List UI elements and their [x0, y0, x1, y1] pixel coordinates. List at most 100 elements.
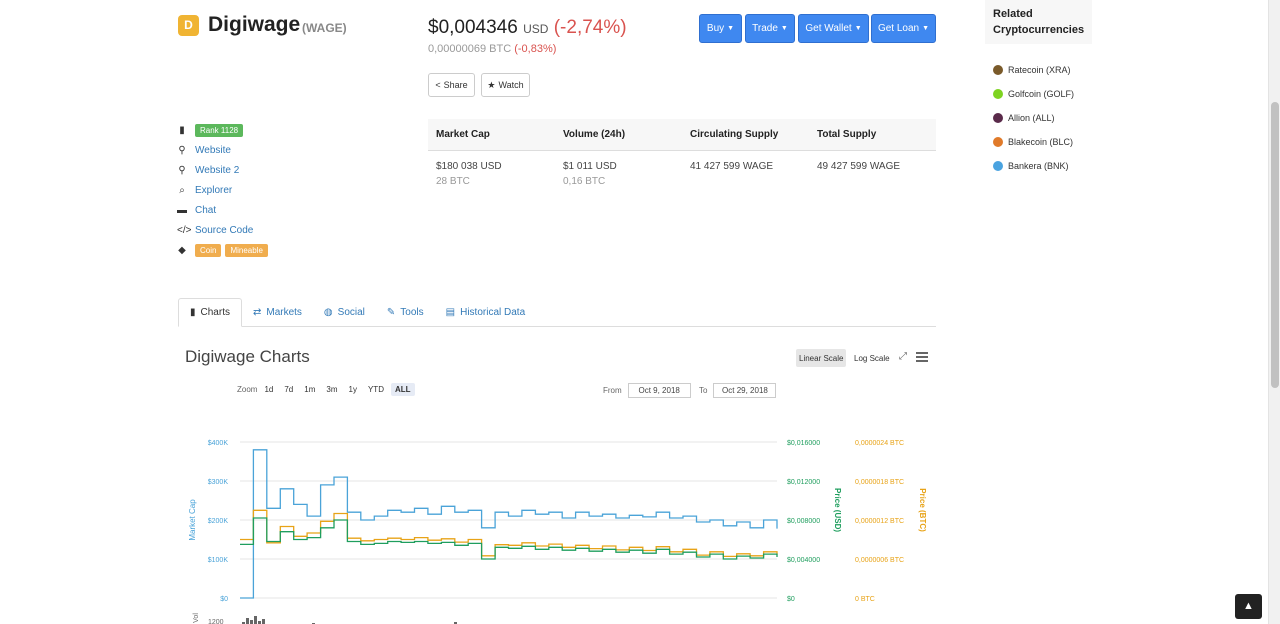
related-item[interactable]: Golfcoin (GOLF) — [993, 82, 1074, 106]
price-usd-value: $0,004346 — [428, 17, 518, 38]
price-usd: $0,004346 USD (-2,74%) — [428, 17, 627, 39]
tag-icon: ◆ — [178, 244, 186, 256]
chart-title: Digiwage Charts — [185, 347, 310, 366]
zoom-option[interactable]: 1y — [348, 385, 357, 394]
volume-bar — [246, 618, 249, 624]
related-item-label: Golfcoin (GOLF) — [1008, 89, 1075, 99]
total-supply: 49 427 599 WAGE — [817, 161, 901, 172]
share-button[interactable]: < Share — [428, 73, 475, 97]
y-left-tick: $100K — [208, 557, 229, 564]
code-icon: </> — [177, 224, 192, 236]
linear-scale-button[interactable]: Linear Scale — [796, 349, 847, 367]
zoom-option[interactable]: 1d — [264, 385, 274, 394]
website2-link[interactable]: Website 2 — [195, 164, 240, 176]
price-chart[interactable]: $0 $0 0 BTC $100K $0,004000 0,0000006 BTC $200… — [180, 430, 940, 624]
tags-row: ◆ Coin Mineable — [177, 240, 272, 260]
table-icon: ▤ — [445, 307, 456, 318]
link-icon: ⚲ — [178, 164, 186, 176]
chevron-down-icon: ▼ — [727, 25, 735, 32]
y-right1-tick: $0,016000 — [787, 440, 820, 447]
zoom-option[interactable]: 1m — [304, 385, 316, 394]
range-from: From — [603, 383, 691, 398]
back-to-top-button[interactable]: ▲ — [1235, 594, 1262, 619]
globe-icon: ◍ — [323, 307, 333, 318]
menu-icon[interactable] — [916, 352, 928, 362]
link-icon: ⚲ — [178, 144, 186, 156]
market-cap-btc: 28 BTC — [436, 176, 470, 187]
price-currency: USD — [523, 22, 549, 36]
header-circulating: Circulating Supply — [690, 129, 779, 140]
tab-tools[interactable]: ✎ Tools — [376, 298, 435, 327]
zoom-option[interactable]: 3m — [326, 385, 338, 394]
y-right2-tick: 0,0000024 BTC — [855, 440, 904, 447]
tab-historical-data[interactable]: ▤ Historical Data — [435, 298, 536, 327]
trade-button[interactable]: Trade ▼ — [745, 14, 795, 43]
y-left-axis-label: Market Cap — [188, 499, 197, 541]
scrollbar-thumb[interactable] — [1271, 102, 1279, 388]
chat-row: ▬ Chat — [177, 200, 272, 220]
chevron-down-icon: ▼ — [922, 25, 930, 32]
y-right2-tick: 0,0000006 BTC — [855, 557, 904, 564]
search-icon: ⌕ — [179, 184, 185, 196]
volume-bar — [454, 622, 457, 624]
y-left-tick: $300K — [208, 479, 229, 486]
coin-info-list: ▮ Rank 1128 ⚲ Website ⚲ Website 2 ⌕ Expl… — [177, 120, 272, 260]
coin-icon — [993, 89, 1003, 99]
circulating-supply: 41 427 599 WAGE — [690, 161, 774, 172]
zoom-label: Zoom — [237, 385, 258, 394]
vertical-scrollbar[interactable] — [1268, 0, 1280, 624]
y-left-tick: $200K — [208, 518, 229, 525]
exchange-icon: ⇄ — [252, 307, 262, 318]
series-line-price-btc- — [240, 509, 778, 558]
volume-btc: 0,16 BTC — [563, 176, 606, 187]
zoom-option[interactable]: 7d — [284, 385, 294, 394]
tab-markets[interactable]: ⇄ Markets — [242, 298, 313, 327]
expand-icon[interactable]: ⤢ — [899, 351, 907, 362]
explorer-link[interactable]: Explorer — [195, 184, 233, 196]
series-line-market-cap — [240, 449, 778, 599]
trade-label: Trade — [752, 23, 778, 34]
coin-icon — [993, 113, 1003, 123]
price-change: (-2,74%) — [553, 17, 627, 38]
get-wallet-button[interactable]: Get Wallet ▼ — [798, 14, 869, 43]
related-item[interactable]: Ratecoin (XRA) — [993, 58, 1074, 82]
buy-button[interactable]: Buy ▼ — [699, 14, 742, 43]
tab-historical-label: Historical Data — [460, 307, 526, 318]
related-item-label: Allion (ALL) — [1008, 113, 1055, 123]
related-item[interactable]: Bankera (BNK) — [993, 154, 1074, 178]
log-scale-button[interactable]: Log Scale — [854, 353, 890, 363]
source-code-row: </> Source Code — [177, 220, 272, 240]
zoom-controls: Zoom 1d 7d 1m 3m 1y YTD ALL — [237, 383, 415, 396]
source-code-link[interactable]: Source Code — [195, 224, 254, 236]
series-line-price-usd- — [240, 517, 778, 560]
tag-coin[interactable]: Coin — [195, 243, 222, 257]
related-item[interactable]: Blakecoin (BLC) — [993, 130, 1074, 154]
tag-mineable[interactable]: Mineable — [225, 243, 268, 257]
coin-symbol: (WAGE) — [302, 21, 347, 35]
share-label: Share — [443, 80, 468, 90]
chat-link[interactable]: Chat — [195, 204, 217, 216]
volume-bar — [242, 622, 245, 624]
y-right2-tick: 0,0000018 BTC — [855, 479, 904, 486]
volume-bar — [258, 621, 261, 624]
website-row: ⚲ Website — [177, 140, 272, 160]
y-left-tick: $0 — [220, 596, 228, 603]
related-item[interactable]: Allion (ALL) — [993, 106, 1074, 130]
watch-button[interactable]: ★ Watch — [481, 73, 530, 97]
zoom-option[interactable]: YTD — [367, 385, 384, 394]
zoom-option[interactable]: ALL — [390, 383, 415, 396]
tab-social[interactable]: ◍ Social — [313, 298, 376, 327]
tab-charts[interactable]: ▮ Charts — [178, 298, 242, 327]
chevron-down-icon: ▼ — [854, 25, 862, 32]
range-to: To — [699, 383, 777, 398]
explorer-row: ⌕ Explorer — [177, 180, 272, 200]
coin-icon — [993, 137, 1003, 147]
website-link[interactable]: Website — [195, 144, 231, 156]
from-date-input[interactable] — [627, 383, 691, 398]
rank-row: ▮ Rank 1128 — [177, 120, 272, 140]
share-icon: < — [435, 80, 441, 90]
tab-social-label: Social — [337, 307, 365, 318]
to-date-input[interactable] — [713, 383, 777, 398]
get-loan-label: Get Loan — [877, 23, 920, 34]
get-loan-button[interactable]: Get Loan ▼ — [871, 14, 936, 43]
